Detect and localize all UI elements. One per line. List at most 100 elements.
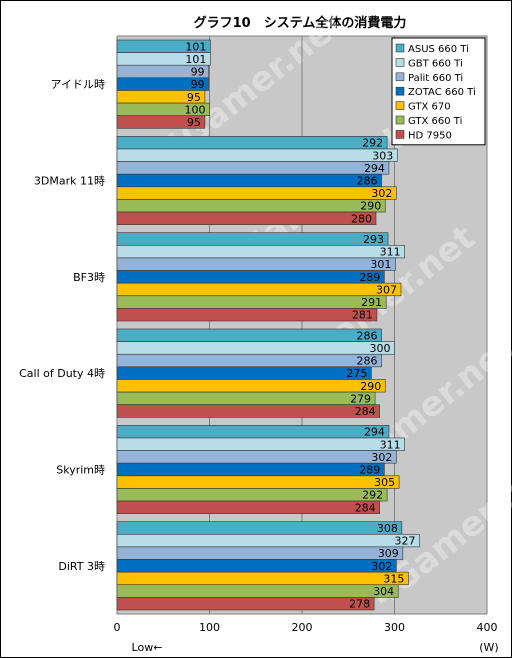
- bar: [116, 500, 381, 514]
- bar: [116, 328, 382, 342]
- bar: [116, 425, 390, 439]
- bar-value-label: 292: [362, 489, 383, 502]
- legend-entry: ZOTAC 660 Ti: [408, 87, 476, 98]
- bar-value-label: 311: [380, 246, 401, 259]
- legend-swatch: [395, 43, 405, 53]
- bar: [116, 353, 382, 368]
- bar: [116, 521, 403, 535]
- bar: [116, 148, 398, 162]
- bar-value-label: 307: [376, 283, 397, 296]
- bar: [116, 199, 386, 213]
- bar-value-label: 308: [377, 522, 398, 535]
- bar: [116, 161, 390, 175]
- bar-value-label: 290: [360, 200, 381, 213]
- bar-value-label: 302: [371, 451, 392, 464]
- x-tick-labels: 0 100 200 300 400: [114, 621, 498, 634]
- bar: [116, 211, 377, 225]
- legend-swatch: [395, 115, 405, 125]
- category-label: Skyrim時: [56, 464, 105, 477]
- bar: [116, 404, 381, 418]
- bar: [116, 295, 387, 309]
- legend: ASUS 660 Ti GBT 660 Ti Palit 660 Ti ZOTAC 6…: [391, 37, 486, 146]
- x-tick-label: 100: [199, 621, 220, 634]
- bar-value-label: 302: [371, 187, 392, 200]
- bar-value-label: 101: [185, 53, 206, 66]
- legend-swatch: [395, 58, 405, 67]
- bar: [116, 584, 399, 598]
- bar: [116, 232, 389, 246]
- bar: [116, 341, 395, 355]
- category-label: アイドル時: [51, 78, 105, 91]
- legend-entry: ASUS 660 Ti: [408, 44, 469, 55]
- bar: [116, 571, 409, 586]
- bar-value-label: 292: [362, 137, 383, 150]
- legend-swatch: [395, 130, 405, 139]
- legend-swatch: [395, 72, 405, 82]
- bar-value-label: 275: [346, 367, 367, 380]
- bar-value-label: 99: [191, 78, 205, 91]
- bar-value-label: 95: [187, 116, 201, 129]
- bar-value-label: 286: [357, 175, 378, 188]
- x-axis-label-left: Low←: [132, 641, 163, 654]
- bar-value-label: 302: [371, 560, 392, 573]
- legend-swatch: [395, 101, 405, 110]
- bar: [116, 115, 206, 129]
- bar: [116, 488, 388, 502]
- bar-value-label: 278: [349, 598, 370, 611]
- bar-value-label: 300: [370, 342, 391, 355]
- bar-value-label: 305: [374, 476, 395, 489]
- legend-entry: GBT 660 Ti: [408, 58, 463, 69]
- x-tick-label: 0: [114, 621, 121, 634]
- bar-value-label: 311: [380, 438, 401, 451]
- bar-value-label: 309: [378, 547, 399, 560]
- bar-value-label: 290: [360, 380, 381, 393]
- x-tick-label: 300: [384, 621, 405, 634]
- bar: [116, 450, 397, 464]
- bar: [116, 391, 376, 406]
- x-tick-label: 400: [477, 621, 498, 634]
- bar: [116, 462, 385, 477]
- bar-value-label: 279: [350, 392, 371, 405]
- category-label: BF3時: [73, 271, 105, 284]
- bar-value-label: 294: [364, 162, 385, 175]
- bar: [116, 475, 400, 489]
- chart-title: グラフ10 システム全体の消費電力: [194, 15, 407, 31]
- bar-value-label: 304: [373, 585, 394, 598]
- bar-value-label: 303: [372, 149, 393, 162]
- x-tick-label: 200: [292, 621, 313, 634]
- bar-value-label: 294: [364, 426, 385, 439]
- bar: [116, 244, 405, 259]
- bar-value-label: 327: [394, 535, 415, 548]
- bar-value-label: 291: [361, 296, 382, 309]
- category-labels: アイドル時 3DMark 11時 BF3時 Call of Duty 4時 Skyrim…: [19, 78, 105, 573]
- bar: [116, 308, 378, 322]
- bar: [116, 173, 382, 188]
- legend-entry: GTX 670: [408, 102, 451, 113]
- bar: [116, 366, 372, 380]
- bar-group: 1011019999951009529230329428630229028029…: [116, 39, 420, 611]
- bar-value-label: 101: [185, 40, 206, 53]
- bar: [116, 136, 388, 150]
- category-label: DiRT 3時: [58, 560, 105, 573]
- legend-box: [391, 37, 486, 146]
- bar-value-label: 289: [359, 271, 380, 284]
- bar-value-label: 95: [187, 91, 201, 104]
- bar: [116, 270, 385, 284]
- bar-value-label: 315: [383, 572, 404, 585]
- bar: [116, 257, 396, 271]
- legend-entry: Palit 660 Ti: [408, 73, 463, 84]
- bar-value-label: 280: [351, 212, 372, 225]
- legend-entry: HD 7950: [408, 130, 452, 141]
- bar-value-label: 281: [352, 309, 373, 322]
- bar: [116, 282, 402, 297]
- bar-value-label: 293: [363, 233, 384, 246]
- bar: [116, 186, 397, 200]
- bar: [116, 559, 397, 573]
- bar: [116, 597, 375, 611]
- category-label: Call of Duty 4時: [19, 367, 105, 380]
- legend-swatch: [395, 86, 405, 96]
- bar-value-label: 286: [357, 329, 378, 342]
- category-label: 3DMark 11時: [34, 175, 105, 188]
- bar: [116, 437, 405, 451]
